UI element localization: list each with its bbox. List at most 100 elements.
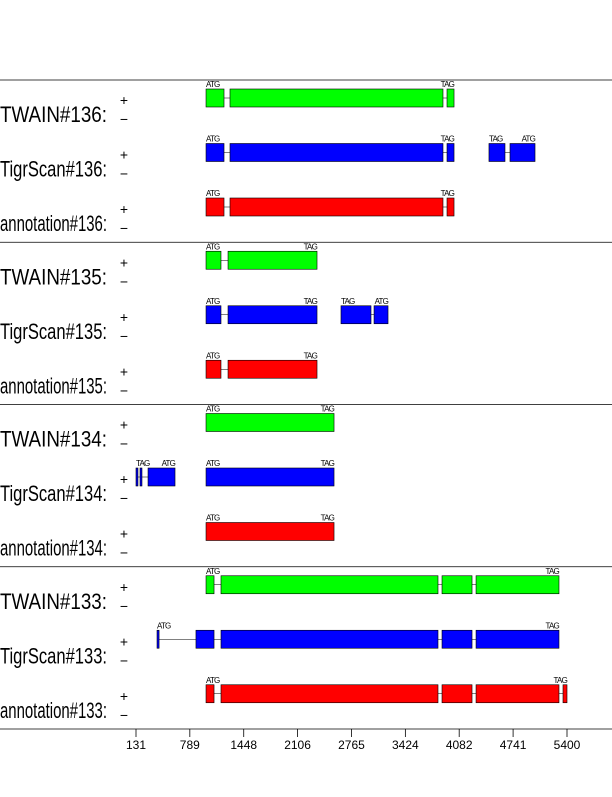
exon bbox=[441, 575, 473, 595]
codon-label: ATG bbox=[206, 567, 220, 576]
strand-minus: − bbox=[120, 436, 128, 452]
track-label: TWAIN#135: bbox=[0, 264, 107, 289]
exon bbox=[227, 250, 318, 270]
exon bbox=[205, 305, 222, 325]
exon bbox=[205, 143, 225, 162]
exon bbox=[135, 467, 139, 487]
codon-label: TAG bbox=[489, 135, 503, 144]
exon bbox=[139, 467, 143, 487]
strand-plus: + bbox=[120, 633, 128, 649]
exon bbox=[446, 88, 455, 108]
strand-minus: − bbox=[120, 707, 128, 723]
strand-plus: + bbox=[120, 309, 128, 325]
x-tick-label: 3424 bbox=[392, 738, 419, 752]
exon bbox=[446, 143, 455, 162]
exon bbox=[205, 359, 222, 379]
exon bbox=[340, 305, 372, 325]
x-tick-label: 4082 bbox=[446, 738, 473, 752]
strand-plus: + bbox=[120, 201, 128, 217]
codon-label: TAG bbox=[304, 351, 318, 360]
codon-label: ATG bbox=[206, 676, 220, 685]
strand-minus: − bbox=[120, 273, 128, 289]
exon bbox=[156, 629, 160, 649]
x-tick-label: 789 bbox=[180, 738, 200, 752]
track-label: TigrScan#133: bbox=[0, 643, 107, 668]
exon bbox=[475, 575, 560, 595]
exon bbox=[229, 197, 444, 217]
codon-label: ATG bbox=[162, 459, 176, 468]
strand-plus: + bbox=[120, 147, 128, 163]
codon-label: TAG bbox=[304, 242, 318, 251]
exon bbox=[373, 305, 389, 325]
strand-minus: − bbox=[120, 598, 128, 614]
exon bbox=[220, 575, 439, 595]
exon bbox=[446, 197, 455, 217]
exon bbox=[205, 522, 335, 541]
codon-label: ATG bbox=[157, 621, 171, 630]
codon-label: ATG bbox=[206, 514, 220, 523]
strand-minus: − bbox=[120, 220, 128, 236]
exon bbox=[488, 143, 506, 162]
codon-label: ATG bbox=[522, 135, 536, 144]
codon-label: ATG bbox=[206, 135, 220, 144]
track-label: TigrScan#136: bbox=[0, 157, 107, 182]
strand-minus: − bbox=[120, 166, 128, 182]
exon bbox=[441, 684, 473, 704]
exon bbox=[227, 359, 318, 379]
track-label: annotation#136: bbox=[0, 211, 107, 236]
x-tick-label: 1448 bbox=[230, 738, 257, 752]
track-label: TWAIN#134: bbox=[0, 427, 107, 452]
codon-label: ATG bbox=[206, 189, 220, 198]
exon bbox=[205, 197, 225, 217]
strand-plus: + bbox=[120, 471, 128, 487]
x-tick-label: 4741 bbox=[500, 738, 527, 752]
track-label: annotation#135: bbox=[0, 373, 107, 398]
codon-label: ATG bbox=[206, 242, 220, 251]
exon bbox=[205, 413, 335, 432]
exon bbox=[229, 143, 444, 162]
exon bbox=[509, 143, 536, 162]
strand-plus: + bbox=[120, 417, 128, 433]
track-label: annotation#133: bbox=[0, 698, 107, 723]
exon bbox=[229, 88, 444, 108]
codon-label: TAG bbox=[441, 80, 455, 89]
codon-label: ATG bbox=[375, 297, 389, 306]
strand-minus: − bbox=[120, 545, 128, 561]
exon bbox=[441, 629, 473, 649]
exon bbox=[205, 684, 215, 704]
strand-plus: + bbox=[120, 92, 128, 108]
x-tick-label: 2765 bbox=[338, 738, 365, 752]
codon-label: TAG bbox=[546, 567, 560, 576]
codon-label: ATG bbox=[206, 405, 220, 414]
exon bbox=[227, 305, 318, 325]
codon-label: TAG bbox=[321, 405, 335, 414]
codon-label: TAG bbox=[441, 135, 455, 144]
codon-label: TAG bbox=[136, 459, 150, 468]
x-tick-label: 2106 bbox=[284, 738, 311, 752]
strand-plus: + bbox=[120, 254, 128, 270]
exon bbox=[205, 575, 215, 595]
exon bbox=[220, 684, 439, 704]
codon-label: TAG bbox=[321, 514, 335, 523]
strand-plus: + bbox=[120, 526, 128, 542]
exon bbox=[220, 629, 439, 649]
codon-label: TAG bbox=[321, 459, 335, 468]
track-label: TWAIN#136: bbox=[0, 102, 107, 127]
strand-minus: − bbox=[120, 111, 128, 127]
codon-label: TAG bbox=[554, 676, 568, 685]
track-label: annotation#134: bbox=[0, 536, 107, 561]
x-tick-label: 5400 bbox=[554, 738, 581, 752]
x-tick-label: 131 bbox=[126, 738, 146, 752]
codon-label: TAG bbox=[341, 297, 355, 306]
strand-minus: − bbox=[120, 328, 128, 344]
exon bbox=[195, 629, 215, 649]
exon bbox=[205, 467, 335, 487]
strand-minus: − bbox=[120, 652, 128, 668]
track-label: TWAIN#133: bbox=[0, 589, 107, 614]
strand-minus: − bbox=[120, 382, 128, 398]
track-label: TigrScan#135: bbox=[0, 319, 107, 344]
track-label: TigrScan#134: bbox=[0, 481, 107, 506]
strand-plus: + bbox=[120, 688, 128, 704]
